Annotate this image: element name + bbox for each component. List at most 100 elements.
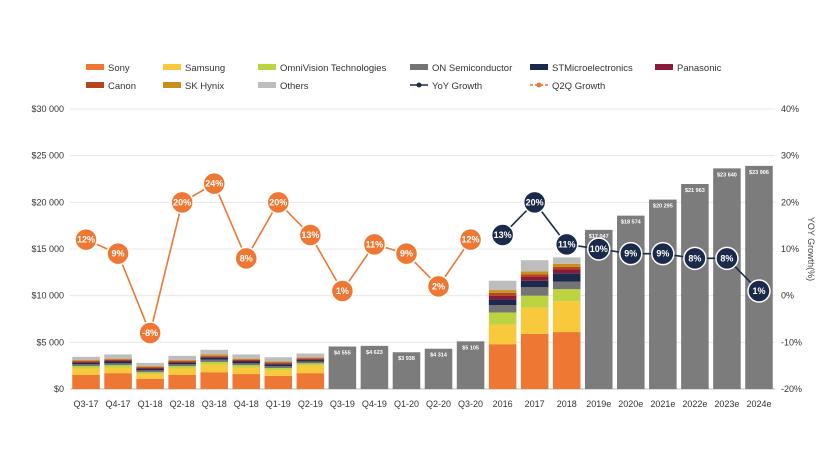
bar-segment-samsung: [264, 370, 293, 376]
bar-segment-sony: [104, 373, 132, 389]
legend-swatch-panasonic: [655, 64, 673, 70]
y2-axis-title: YOY Growth(%): [806, 217, 816, 281]
bar-segment-on-semiconductor: [200, 359, 228, 362]
bar-segment-canon: [264, 362, 293, 364]
bar-segment-sk-hynix: [104, 358, 132, 360]
y-tick-label: $30 000: [31, 104, 64, 114]
q2q-growth-label: 24%: [205, 179, 223, 189]
bar-total-label: $23 906: [749, 170, 769, 176]
legend-label-on-semiconductor: ON Semiconductor: [432, 63, 512, 74]
x-tick-label: Q3-18: [202, 399, 227, 409]
legend-swatch-sony: [86, 64, 104, 70]
bar-segment-others: [264, 357, 293, 362]
bar-segment-samsung: [72, 368, 100, 375]
q2q-growth-label: 12%: [77, 235, 95, 245]
bar-segment-panasonic: [264, 363, 293, 365]
q2q-growth-point: [138, 321, 162, 345]
yoy-growth-point: [554, 232, 579, 257]
yoy-growth-point: [651, 241, 675, 266]
bar-segment-samsung: [200, 364, 228, 373]
bar-segment-sony: [264, 375, 293, 389]
bar-segment-canon: [296, 358, 325, 360]
x-tick-label: 2020e: [618, 399, 643, 409]
bar-segment-sk-hynix: [200, 354, 228, 356]
x-tick-label: Q2-20: [426, 399, 451, 409]
legend-label-omnivision-technologies: OmniVision Technologies: [280, 63, 387, 74]
bar-total: [617, 215, 645, 389]
yoy-growth-point: [715, 246, 739, 271]
bar-segment-omnivision-technologies: [264, 368, 293, 371]
q2q-growth-point: [266, 190, 291, 215]
yoy-growth-label: 20%: [526, 197, 544, 207]
bar-segment-panasonic: [296, 359, 325, 361]
bar-segment-others: [552, 257, 581, 264]
y2-tick-label: 10%: [781, 244, 799, 254]
q2q-growth-point: [362, 232, 387, 257]
y2-tick-label: -10%: [781, 337, 802, 347]
q2q-growth-point: [458, 227, 483, 252]
q2q-growth-point: [298, 223, 323, 247]
q2q-growth-label: 8%: [240, 253, 253, 263]
bar-total: [745, 165, 773, 389]
q2q-growth-point: [234, 246, 258, 271]
q2q-growth-label: 9%: [112, 249, 125, 259]
yoy-growth-point: [747, 279, 771, 303]
legend-swatch-stmicroelectronics: [530, 64, 548, 70]
yoy-growth-label: 13%: [494, 230, 512, 240]
bar-segment-samsung: [232, 367, 261, 375]
bar-segment-omnivision-technologies: [488, 312, 517, 325]
bar-segment-on-semiconductor: [136, 370, 164, 373]
bar-segment-panasonic: [520, 277, 549, 281]
bar-segment-canon: [168, 361, 196, 362]
bar-segment-sk-hynix: [168, 360, 196, 361]
bar-segment-canon: [488, 292, 517, 296]
legend-swatch-others: [258, 82, 276, 88]
x-tick-label: 2018: [557, 399, 577, 409]
legend-marker-q2q-growth: [536, 82, 542, 88]
bar-segment-samsung: [296, 365, 325, 374]
yoy-growth-point: [490, 223, 515, 247]
bar-segment-sk-hynix: [232, 358, 261, 360]
x-tick-label: Q4-18: [234, 399, 259, 409]
bar-total: [713, 168, 741, 389]
y2-tick-label: 30%: [781, 151, 799, 161]
bar-segment-sk-hynix: [264, 361, 293, 363]
bar-segment-panasonic: [104, 360, 132, 362]
legend-label-stmicroelectronics: STMicroelectronics: [552, 63, 633, 74]
legend-label-canon: Canon: [108, 81, 136, 92]
bar-segment-sony: [200, 372, 228, 389]
legend-label-sony: Sony: [108, 63, 130, 74]
q2q-growth-label: 11%: [366, 239, 384, 249]
yoy-growth-label: 9%: [656, 249, 669, 259]
bar-segment-samsung: [520, 307, 549, 334]
x-tick-label: Q1-18: [138, 399, 163, 409]
yoy-growth-label: 1%: [752, 286, 765, 296]
x-tick-label: 2023e: [714, 399, 739, 409]
yoy-growth-label: 11%: [558, 239, 576, 249]
bar-segment-sk-hynix: [296, 357, 325, 359]
yoy-growth-label: 9%: [624, 249, 637, 259]
yoy-growth-label: 8%: [688, 253, 701, 263]
q2q-growth-point: [426, 274, 451, 299]
bar-segment-others: [232, 354, 261, 359]
bar-total-label: $23 640: [717, 172, 737, 178]
yoy-growth-point: [683, 246, 707, 271]
bar-segment-stmicroelectronics: [72, 362, 100, 365]
bar-total: [681, 184, 709, 389]
bar-total-label: $4 555: [334, 350, 351, 356]
q2q-growth-point: [170, 190, 194, 215]
bar-segment-sk-hynix: [72, 360, 100, 361]
bar-segment-omnivision-technologies: [200, 361, 228, 365]
y-tick-label: $20 000: [31, 197, 64, 207]
bar-segment-on-semiconductor: [552, 281, 581, 290]
legend-swatch-canon: [86, 82, 104, 88]
bar-segment-on-semiconductor: [488, 305, 517, 313]
bar-segment-stmicroelectronics: [104, 361, 132, 364]
bar-total: [360, 345, 389, 389]
bar-total-label: $4 314: [430, 353, 448, 359]
bar-segment-samsung: [136, 374, 164, 379]
bar-segment-panasonic: [168, 361, 196, 363]
legend-swatch-sk-hynix: [163, 82, 181, 88]
x-tick-label: Q2-19: [298, 399, 323, 409]
x-tick-label: 2022e: [682, 399, 707, 409]
